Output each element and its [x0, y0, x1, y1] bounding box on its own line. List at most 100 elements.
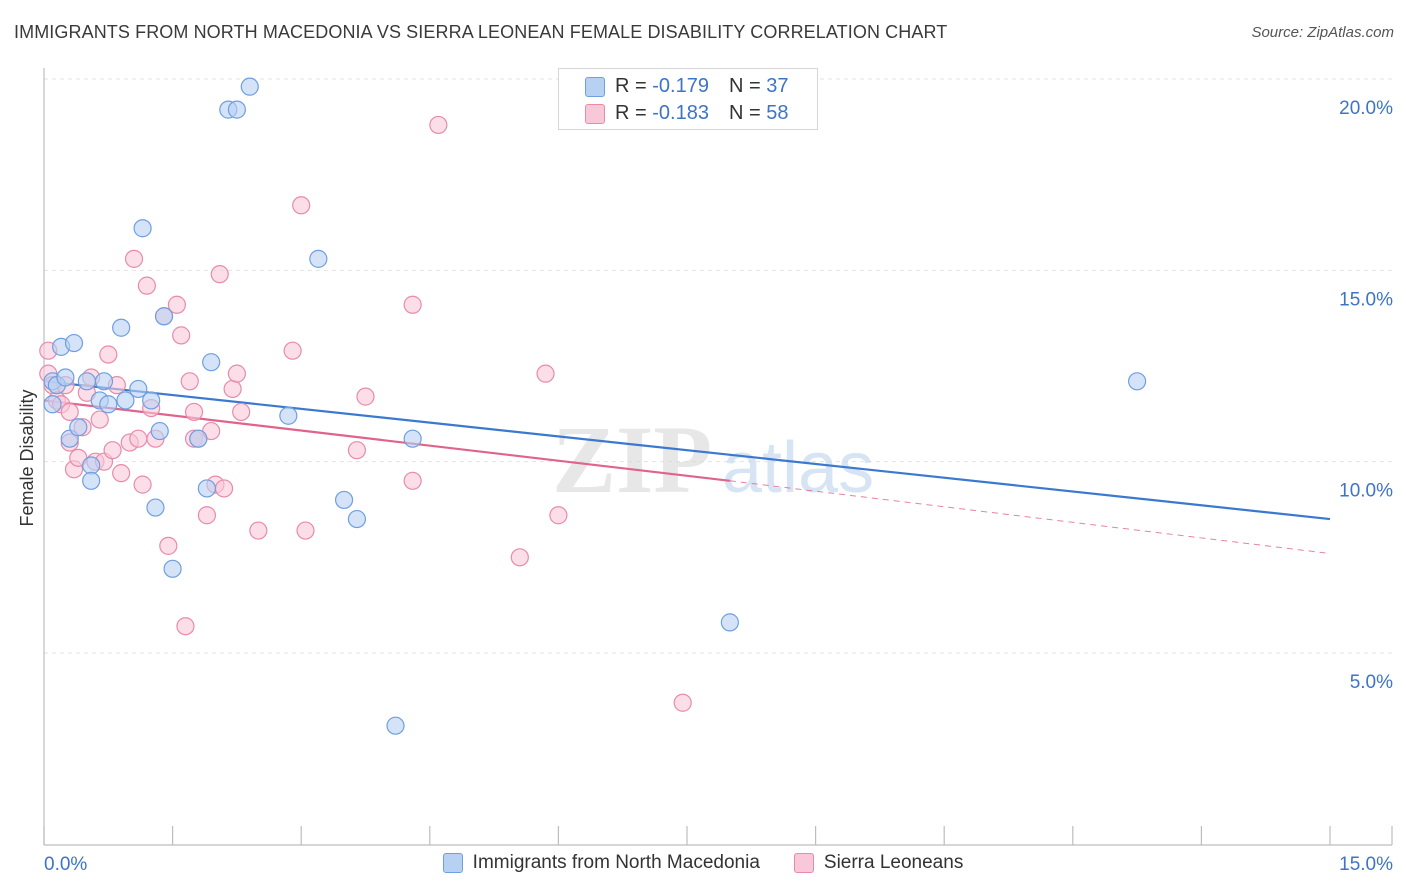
- point-sierra-leoneans: [159, 536, 178, 555]
- point-sierra-leoneans: [172, 326, 191, 345]
- point-north-macedonia: [1127, 372, 1147, 391]
- y-tick-label: 20.0%: [1339, 98, 1393, 119]
- r-label: R =: [615, 102, 647, 124]
- point-sierra-leoneans: [536, 364, 555, 383]
- axes: [43, 68, 1393, 846]
- point-sierra-leoneans: [210, 265, 229, 284]
- point-sierra-leoneans: [60, 402, 79, 422]
- n-label: N =: [728, 75, 761, 97]
- y-tick-label: 5.0%: [1350, 672, 1393, 693]
- point-sierra-leoneans: [176, 617, 195, 636]
- point-north-macedonia: [227, 100, 246, 119]
- chart-title: IMMIGRANTS FROM NORTH MACEDONIA VS SIERR…: [14, 22, 948, 42]
- point-sierra-leoneans: [232, 402, 251, 422]
- point-north-macedonia: [146, 498, 165, 517]
- point-north-macedonia: [309, 249, 328, 268]
- point-north-macedonia: [69, 418, 88, 437]
- point-sierra-leoneans: [249, 521, 268, 540]
- y-axis-label: Female Disability: [17, 389, 37, 526]
- point-sierra-leoneans: [129, 429, 148, 448]
- point-sierra-leoneans: [133, 475, 152, 494]
- point-north-macedonia: [56, 368, 75, 387]
- x-tick-label: 0.0%: [44, 854, 87, 875]
- point-sierra-leoneans: [403, 295, 422, 314]
- trend-line-sierra-leoneans: [43, 399, 730, 482]
- point-north-macedonia: [43, 395, 62, 414]
- legend-row-north-macedonia: R = -0.179 N = 37: [585, 75, 788, 98]
- point-sierra-leoneans: [429, 115, 448, 135]
- point-north-macedonia: [197, 479, 216, 498]
- point-sierra-leoneans: [673, 693, 692, 712]
- point-sierra-leoneans: [103, 441, 122, 460]
- point-sierra-leoneans: [184, 402, 204, 422]
- point-north-macedonia: [99, 395, 118, 414]
- n-value: 58: [766, 102, 789, 124]
- point-north-macedonia: [240, 77, 259, 96]
- point-sierra-leoneans: [214, 479, 234, 498]
- point-north-macedonia: [279, 406, 298, 425]
- correlation-legend: R = -0.179 N = 37 R = -0.183 N = 58: [558, 68, 818, 130]
- trend-line-north-macedonia: [43, 380, 1331, 521]
- point-sierra-leoneans: [223, 379, 242, 399]
- y-tick-label: 10.0%: [1339, 481, 1393, 502]
- point-north-macedonia: [163, 559, 182, 578]
- point-sierra-leoneans: [124, 249, 144, 268]
- legend-item-north-macedonia: Immigrants from North Macedonia: [442, 852, 760, 874]
- trend-line-sierra-leoneans-extrapolated: [729, 480, 1331, 555]
- tick-labels: 5.0% 10.0% 15.0% 20.0% 0.0% 15.0% Female Disab…: [17, 98, 1393, 875]
- point-north-macedonia: [334, 490, 354, 510]
- point-north-macedonia: [720, 613, 739, 632]
- n-label: N =: [728, 102, 761, 124]
- point-sierra-leoneans: [296, 521, 315, 540]
- point-sierra-leoneans: [403, 471, 422, 490]
- pink-swatch: [585, 103, 605, 124]
- point-north-macedonia: [116, 391, 135, 410]
- point-sierra-leoneans: [227, 364, 246, 383]
- point-sierra-leoneans: [347, 441, 367, 460]
- point-north-macedonia: [64, 333, 84, 353]
- watermark-zip: ZIP: [552, 406, 712, 513]
- legend-item-sierra-leoneans: Sierra Leoneans: [793, 852, 964, 874]
- point-sierra-leoneans: [356, 387, 375, 406]
- point-north-macedonia: [94, 372, 114, 391]
- source-credit: Source: ZipAtlas.com: [1251, 24, 1394, 41]
- point-north-macedonia: [82, 456, 101, 475]
- point-sierra-leoneans: [510, 548, 529, 567]
- point-sierra-leoneans: [283, 341, 302, 360]
- data-points: [39, 77, 1147, 735]
- series-legend: Immigrants from North Macedonia Sierra L…: [0, 852, 1406, 874]
- r-value: -0.183: [652, 102, 709, 124]
- trend-lines: [43, 380, 1331, 555]
- pink-swatch: [793, 853, 814, 873]
- point-north-macedonia: [202, 353, 221, 372]
- point-sierra-leoneans: [99, 345, 118, 364]
- point-north-macedonia: [82, 471, 101, 490]
- point-north-macedonia: [154, 307, 174, 326]
- legend-row-sierra-leoneans: R = -0.183 N = 58: [585, 102, 788, 125]
- point-north-macedonia: [189, 429, 208, 448]
- point-north-macedonia: [386, 716, 405, 735]
- point-north-macedonia: [112, 318, 131, 337]
- legend-label: Sierra Leoneans: [823, 852, 964, 873]
- n-value: 37: [766, 75, 789, 97]
- point-north-macedonia: [150, 421, 169, 441]
- grid: [44, 78, 1392, 654]
- point-north-macedonia: [403, 429, 422, 448]
- watermark: ZIP atlas: [552, 406, 874, 513]
- point-north-macedonia: [129, 379, 148, 399]
- blue-swatch: [442, 853, 463, 873]
- point-sierra-leoneans: [549, 506, 568, 525]
- point-sierra-leoneans: [197, 506, 216, 525]
- legend-label: Immigrants from North Macedonia: [472, 852, 760, 873]
- point-sierra-leoneans: [180, 372, 199, 391]
- point-sierra-leoneans: [112, 464, 131, 483]
- point-north-macedonia: [77, 372, 96, 391]
- point-north-macedonia: [133, 219, 152, 238]
- r-value: -0.179: [652, 75, 709, 97]
- point-sierra-leoneans: [137, 276, 156, 295]
- point-sierra-leoneans: [90, 410, 109, 429]
- r-label: R =: [615, 75, 647, 97]
- point-north-macedonia: [142, 391, 161, 410]
- point-sierra-leoneans: [167, 295, 186, 314]
